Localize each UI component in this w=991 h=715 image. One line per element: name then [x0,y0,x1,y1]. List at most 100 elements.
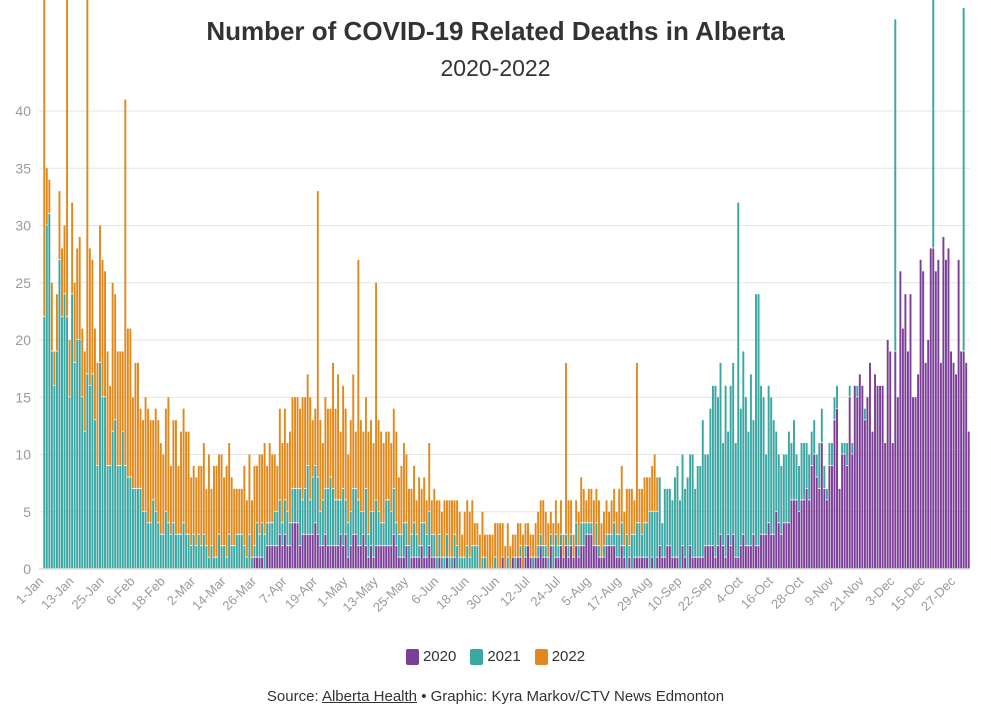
bar-2020-day-94 [281,546,284,569]
bar-2022-day-154 [433,488,436,534]
bar-2021-day-160 [448,557,451,569]
bar-2022-day-30 [119,351,122,466]
bar-2021-day-95 [283,500,286,534]
bar-2021-day-83 [253,546,256,557]
bar-2021-day-242 [656,511,659,557]
bar-2022-day-99 [294,397,296,489]
bar-2022-day-142 [402,443,405,523]
bar-2022-day-223 [608,511,611,534]
bar-2021-day-6 [58,259,61,569]
bar-2021-day-196 [539,534,542,546]
bar-2022-day-12 [73,282,76,363]
bar-2020-day-117 [339,534,342,569]
bar-2020-day-271 [729,546,732,569]
bar-2021-day-163 [456,546,459,569]
bar-2021-day-226 [615,534,618,557]
bar-2022-day-120 [347,454,350,523]
bar-2022-day-94 [281,443,284,523]
bar-2021-day-116 [337,500,340,546]
bar-2022-day-91 [273,454,276,511]
bar-2020-day-337 [896,397,899,569]
bar-2021-day-30 [119,465,122,569]
bar-2020-day-361 [957,259,960,569]
bar-2022-day-226 [615,511,618,534]
chart-title: Number of COVID-19 Related Deaths in Alb… [206,16,785,46]
bar-2021-day-42 [149,523,152,569]
bar-2021-day-297 [795,454,798,500]
bar-2021-day-161 [451,557,454,569]
bar-2020-day-101 [299,546,302,569]
bar-2022-day-141 [400,465,403,534]
bar-2021-day-21 [96,465,99,569]
bar-2021-day-267 [719,362,722,534]
bar-2021-day-278 [747,431,750,546]
bar-2022-day-97 [288,431,291,523]
bar-2021-day-249 [673,477,676,557]
bar-2021-day-74 [230,546,233,569]
bar-2022-day-64 [205,488,208,546]
bar-2022-day-101 [299,408,302,489]
bar-2020-day-299 [800,500,803,569]
source-link[interactable]: Alberta Health [321,688,418,705]
bar-2020-day-120 [347,557,350,569]
bar-2021-day-24 [104,397,107,569]
bar-2020-day-195 [537,557,540,569]
bar-2021-day-27 [111,431,114,569]
bar-2022-day-199 [547,523,550,557]
bar-2021-day-35 [131,488,134,569]
bar-2020-day-306 [818,488,821,569]
bar-2022-day-138 [392,408,395,489]
y-tick-label: 30 [15,218,31,234]
legend-item-2021[interactable]: 2021 [470,648,521,665]
bar-2020-day-323 [861,385,864,569]
bar-2022-day-106 [311,420,314,477]
y-tick-label: 40 [15,103,31,119]
legend-item-2020[interactable]: 2020 [405,648,456,665]
bar-2022-day-170 [473,523,476,546]
bar-2021-day-201 [552,546,555,569]
bar-2021-day-1 [45,225,48,569]
bar-2021-day-313 [836,385,838,408]
bar-2021-day-134 [382,523,385,546]
bar-2020-day-336 [894,351,897,569]
bar-2022-day-214 [585,500,588,523]
bar-2020-day-303 [810,465,813,569]
bar-2020-day-223 [608,546,611,569]
bar-2022-day-96 [286,443,289,511]
bar-2021-day-84 [256,523,258,557]
bar-2022-day-164 [458,511,461,557]
bar-2022-day-197 [542,500,545,546]
bar-2020-day-256 [691,557,694,569]
bar-2021-day-18 [88,385,91,569]
bar-2022-day-108 [316,191,319,477]
bar-2021-day-147 [415,534,418,557]
bar-2021-day-291 [780,465,783,534]
bar-2022-day-234 [635,362,638,523]
bar-2022-day-16 [83,351,86,431]
bar-2021-day-120 [347,523,350,557]
bar-2021-day-65 [207,557,210,569]
bar-2021-day-127 [364,488,367,546]
bar-2021-day-308 [823,465,826,489]
bar-2022-day-115 [334,408,337,500]
bar-2021-day-256 [691,454,694,557]
bar-2021-day-150 [423,523,426,557]
bar-2021-day-245 [663,488,666,557]
bar-2020-day-203 [557,557,560,569]
bar-2021-day-115 [334,500,337,546]
bar-2020-day-140 [397,557,400,569]
bar-2020-day-103 [304,534,307,569]
bar-2022-day-62 [200,465,203,546]
bar-2020-day-145 [410,557,413,569]
bar-2021-day-268 [722,443,725,546]
bar-2021-day-119 [344,500,347,534]
bar-2021-day-126 [362,511,365,534]
bar-2022-day-50 [169,465,172,534]
bar-2021-day-125 [359,511,362,546]
bar-2020-day-250 [676,557,679,569]
legend-item-2022[interactable]: 2022 [534,648,585,665]
bar-2020-day-95 [283,534,286,569]
bar-2020-day-231 [628,557,631,569]
bar-2020-day-302 [808,500,811,569]
bar-2020-day-349 [927,340,930,569]
